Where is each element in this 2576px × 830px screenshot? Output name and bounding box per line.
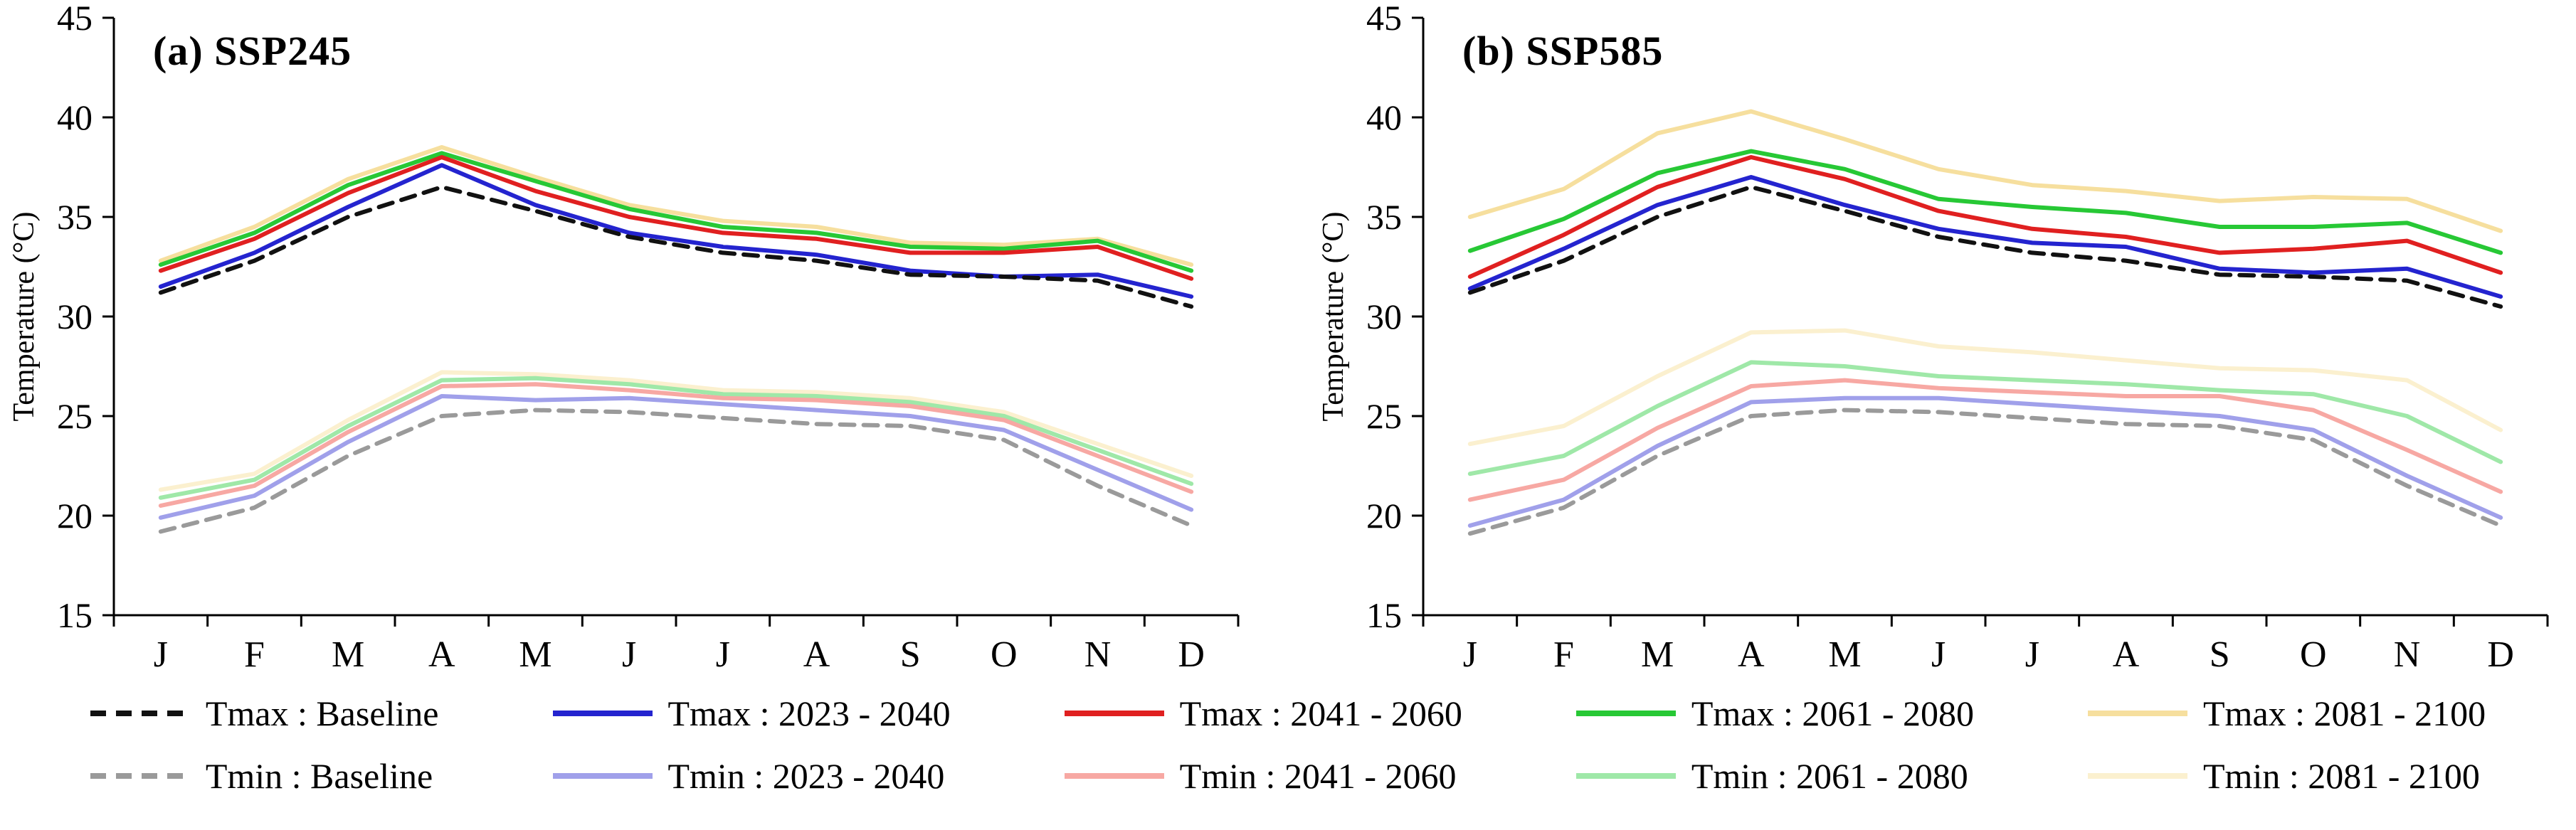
chart-panel-ssp585: Temperature (°C) (b) SSP585 15 20 25 30 35 40… — [1309, 0, 2576, 683]
legend-item-tmin-2061-2080: Tmin : 2061 - 2080 — [1575, 755, 1974, 797]
charts-row: Temperature (°C) (a) SSP245 15 20 25 30 35 40… — [0, 0, 2576, 683]
legend-label: Tmin : 2041 - 2060 — [1179, 756, 1457, 796]
x-tick-label: F — [244, 634, 265, 675]
y-tick-label: 25 — [1366, 396, 1402, 436]
y-tick-label: 15 — [1366, 595, 1402, 635]
x-tick-label: O — [2300, 634, 2327, 675]
x-tick-label: M — [1828, 634, 1861, 675]
series-tmin-2023-2040 — [1467, 395, 2503, 528]
x-tick-label: A — [803, 634, 830, 675]
chart-title: (b) SSP585 — [1462, 28, 1664, 74]
legend-label: Tmax : 2023 - 2040 — [667, 693, 951, 733]
y-tick-label: 30 — [57, 297, 93, 336]
y-axis-label: Temperature (°C) — [1317, 211, 1350, 422]
x-tick-label: J — [716, 634, 730, 675]
x-tick-label: D — [2487, 634, 2514, 675]
series-tmax-2081-2100 — [158, 145, 1194, 267]
y-tick-label: 20 — [1366, 496, 1402, 536]
x-tick-label: A — [2113, 634, 2140, 675]
x-tick-label: S — [900, 634, 921, 675]
legend-line-sample-tmin-2041-2060 — [1064, 773, 1164, 779]
legend-item-tmin-2023-2040: Tmin : 2023 - 2040 — [552, 755, 951, 797]
series-tmax-2061-2080 — [158, 151, 1194, 273]
y-tick-label: 20 — [57, 496, 93, 536]
legend-label: Tmin : Baseline — [205, 756, 433, 796]
legend: Tmax : Baseline Tmax : 2023 - 2040 Tmax : … — [0, 693, 2576, 797]
series-tmin-2061-2080 — [158, 376, 1194, 500]
x-tick-label: A — [1738, 634, 1765, 675]
line-chart-ssp585: 15 20 25 30 35 40 45 J F M A M J J A S O N D — [1366, 0, 2549, 675]
series-tmax-2023-2040 — [1467, 175, 2503, 299]
legend-label: Tmax : Baseline — [205, 693, 439, 733]
y-tick-label: 35 — [57, 197, 93, 237]
x-tick-label: J — [2025, 634, 2039, 675]
legend-line-sample-tmax-2041-2060 — [1064, 711, 1164, 716]
y-tick-label: 15 — [57, 595, 93, 635]
legend-item-tmin-2081-2100: Tmin : 2081 - 2100 — [2088, 755, 2486, 797]
x-tick-label: N — [1084, 634, 1112, 675]
x-tick-label: N — [2394, 634, 2421, 675]
series-tmax-baseline — [158, 185, 1194, 309]
series-tmin-2041-2060 — [158, 382, 1194, 508]
series-tmin-2081-2100 — [1467, 328, 2503, 447]
x-tick-label: M — [519, 634, 551, 675]
x-tick-label: F — [1553, 634, 1574, 675]
y-tick-label: 30 — [1366, 297, 1402, 336]
series-tmin-baseline — [1467, 408, 2503, 536]
series-tmin-2041-2060 — [1467, 378, 2503, 502]
chart-panel-ssp245: Temperature (°C) (a) SSP245 15 20 25 30 35 40… — [0, 0, 1267, 683]
legend-item-tmin-2041-2060: Tmin : 2041 - 2060 — [1064, 755, 1462, 797]
series-tmax-2041-2060 — [1467, 155, 2503, 279]
series-tmin-baseline — [158, 408, 1194, 534]
y-tick-label: 25 — [57, 396, 93, 436]
y-tick-label: 40 — [57, 97, 93, 137]
series-tmax-2061-2080 — [1467, 149, 2503, 255]
x-tick-label: J — [1463, 634, 1477, 675]
legend-line-sample-tmax-2061-2080 — [1575, 711, 1676, 716]
legend-item-tmax-baseline: Tmax : Baseline — [90, 693, 439, 734]
legend-line-sample-tmax-2023-2040 — [552, 711, 653, 716]
series-tmin-2023-2040 — [158, 394, 1194, 520]
y-axis-label: Temperature (°C) — [8, 211, 41, 422]
legend-item-tmax-2061-2080: Tmax : 2061 - 2080 — [1575, 693, 1975, 734]
legend-label: Tmax : 2041 - 2060 — [1179, 693, 1462, 733]
series-tmin-2081-2100 — [158, 370, 1194, 492]
x-tick-label: M — [332, 634, 364, 675]
legend-label: Tmax : 2061 - 2080 — [1691, 693, 1975, 733]
legend-line-sample-tmin-2081-2100 — [2088, 773, 2188, 779]
series-tmax-baseline — [1467, 185, 2503, 309]
series-tmax-2041-2060 — [158, 155, 1194, 281]
legend-label: Tmax : 2081 - 2100 — [2203, 693, 2486, 733]
legend-label: Tmin : 2081 - 2100 — [2203, 756, 2480, 796]
series-tmax-2081-2100 — [1467, 109, 2503, 233]
x-tick-label: D — [1178, 634, 1205, 675]
legend-line-sample-tmax-baseline — [90, 711, 190, 716]
series-tmin-2061-2080 — [1467, 360, 2503, 477]
x-tick-label: J — [154, 634, 168, 675]
x-tick-label: A — [428, 634, 455, 675]
legend-line-sample-tmin-2023-2040 — [552, 773, 653, 779]
x-tick-label: S — [2210, 634, 2230, 675]
legend-line-sample-tmin-2061-2080 — [1575, 773, 1676, 779]
legend-line-sample-tmax-2081-2100 — [2088, 711, 2188, 716]
legend-item-tmax-2081-2100: Tmax : 2081 - 2100 — [2088, 693, 2486, 734]
legend-label: Tmin : 2061 - 2080 — [1691, 756, 1968, 796]
legend-label: Tmin : 2023 - 2040 — [667, 756, 945, 796]
series-tmax-2023-2040 — [158, 163, 1194, 299]
y-tick-label: 45 — [1366, 0, 1402, 38]
legend-item-tmax-2023-2040: Tmax : 2023 - 2040 — [552, 693, 951, 734]
y-tick-label: 45 — [57, 0, 93, 38]
x-tick-label: J — [622, 634, 636, 675]
legend-item-tmin-baseline: Tmin : Baseline — [90, 755, 439, 797]
y-tick-label: 40 — [1366, 97, 1402, 137]
chart-title: (a) SSP245 — [153, 28, 352, 74]
y-tick-label: 35 — [1366, 197, 1402, 237]
x-tick-label: M — [1641, 634, 1674, 675]
legend-item-tmax-2041-2060: Tmax : 2041 - 2060 — [1064, 693, 1462, 734]
x-tick-label: O — [991, 634, 1018, 675]
legend-line-sample-tmin-baseline — [90, 773, 190, 779]
x-tick-label: J — [1931, 634, 1946, 675]
line-chart-ssp245: 15 20 25 30 35 40 45 J F M A M J J A S O N D — [57, 0, 1240, 675]
